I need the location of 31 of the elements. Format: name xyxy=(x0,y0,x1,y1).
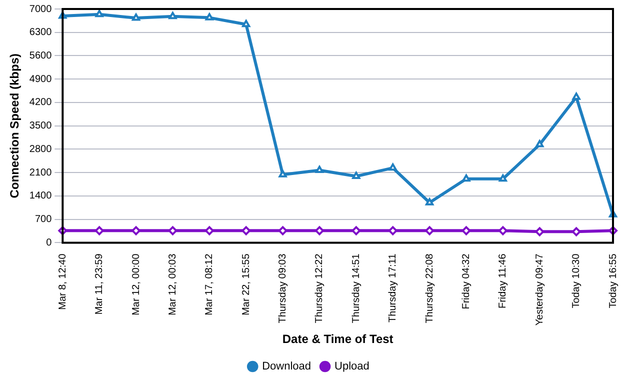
x-tick-label: Thursday 09:03 xyxy=(278,253,289,324)
y-tick-label: 2100 xyxy=(29,167,52,178)
y-tick-label: 1400 xyxy=(29,190,52,202)
y-tick-label: 4900 xyxy=(29,74,52,85)
x-axis-title: Date & Time of Test xyxy=(282,332,394,346)
legend-label: Download xyxy=(262,360,312,373)
x-tick-label: Mar 11, 23:59 xyxy=(94,253,106,315)
legend-label: Upload xyxy=(334,360,370,373)
x-tick-label: Thursday 17:11 xyxy=(388,253,399,322)
x-tick-label: Friday 11:46 xyxy=(498,253,509,309)
y-tick-label: 2800 xyxy=(29,144,52,155)
y-tick-label: 5600 xyxy=(29,50,52,62)
x-tick-label: Today 10:30 xyxy=(571,253,582,308)
x-tick-label: Thursday 22:08 xyxy=(424,253,436,324)
x-tick-label: Friday 04:32 xyxy=(460,253,472,310)
x-tick-label: Today 16:55 xyxy=(608,253,619,308)
y-tick-label: 4200 xyxy=(29,97,52,108)
x-tick-label: Yesterday 09:47 xyxy=(534,253,546,326)
x-tick-label: Thursday 14:51 xyxy=(350,253,362,324)
y-tick-label: 7000 xyxy=(29,4,52,15)
x-tick-label: Mar 22, 15:55 xyxy=(240,253,252,316)
y-tick-label: 3500 xyxy=(29,120,52,132)
y-axis-title: Connection Speed (kbps) xyxy=(8,54,22,198)
x-tick-label: Mar 12, 00:03 xyxy=(167,253,178,316)
y-tick-label: 6300 xyxy=(29,27,52,38)
x-tick-label: Mar 12, 00:00 xyxy=(130,253,142,316)
y-tick-label: 700 xyxy=(34,214,52,226)
y-tick-label: 0 xyxy=(46,237,52,248)
x-tick-label: Mar 17, 08:12 xyxy=(204,253,216,316)
x-tick-label: Mar 8, 12:40 xyxy=(57,253,68,310)
x-tick-label: Thursday 12:22 xyxy=(314,253,326,324)
